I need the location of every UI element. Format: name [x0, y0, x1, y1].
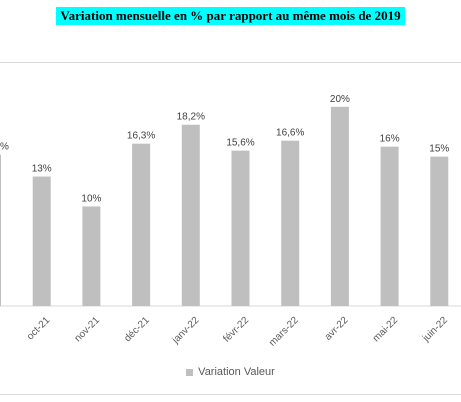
x-tick-label-avr-22: avr-22	[323, 315, 351, 343]
bar-déc-21	[132, 143, 151, 306]
data-label-juin-22: 15%	[429, 144, 449, 155]
data-label-mai-22: 16%	[380, 134, 400, 145]
bar-avr-22	[330, 106, 349, 306]
x-tick-label-nov-21: nov-21	[73, 315, 103, 345]
bar-juin-22	[430, 156, 449, 306]
data-label-déc-21: 16,3%	[127, 131, 155, 142]
data-label-nov-21: 10%	[81, 193, 101, 204]
legend-swatch	[186, 368, 194, 376]
data-label-janv-22: 18,2%	[177, 112, 205, 123]
data-label-oct-21: 13%	[32, 164, 52, 175]
x-tick-label-juin-22: juin-22	[420, 315, 450, 345]
bar-oct-21	[32, 176, 51, 306]
bar-mai-22	[380, 146, 399, 306]
x-tick-label-mars-22: mars-22	[267, 315, 301, 349]
bar-mars-22	[281, 140, 300, 306]
legend-label: Variation Valeur	[198, 366, 275, 378]
bar-févr-22	[231, 150, 250, 306]
bar-nov-21	[82, 206, 101, 306]
bar-sept-21	[0, 154, 1, 306]
x-tick-label-déc-21: déc-21	[122, 315, 152, 345]
chart-title-wrap: Variation mensuelle en % par rapport au …	[0, 7, 461, 25]
chart-title: Variation mensuelle en % par rapport au …	[56, 7, 405, 25]
x-tick-label-mai-22: mai-22	[371, 315, 401, 345]
data-label-avr-22: 20%	[330, 94, 350, 105]
data-label-févr-22: 15,6%	[226, 138, 254, 149]
bar-janv-22	[181, 124, 200, 306]
x-tick-label-oct-21: oct-21	[25, 315, 53, 343]
x-tick-label-janv-22: janv-22	[170, 315, 202, 347]
chart-frame	[0, 62, 461, 395]
legend: Variation Valeur	[0, 366, 461, 378]
data-label-mars-22: 16,6%	[276, 128, 304, 139]
data-label-sept-21: %	[0, 142, 9, 153]
x-tick-label-févr-22: févr-22	[221, 315, 251, 345]
